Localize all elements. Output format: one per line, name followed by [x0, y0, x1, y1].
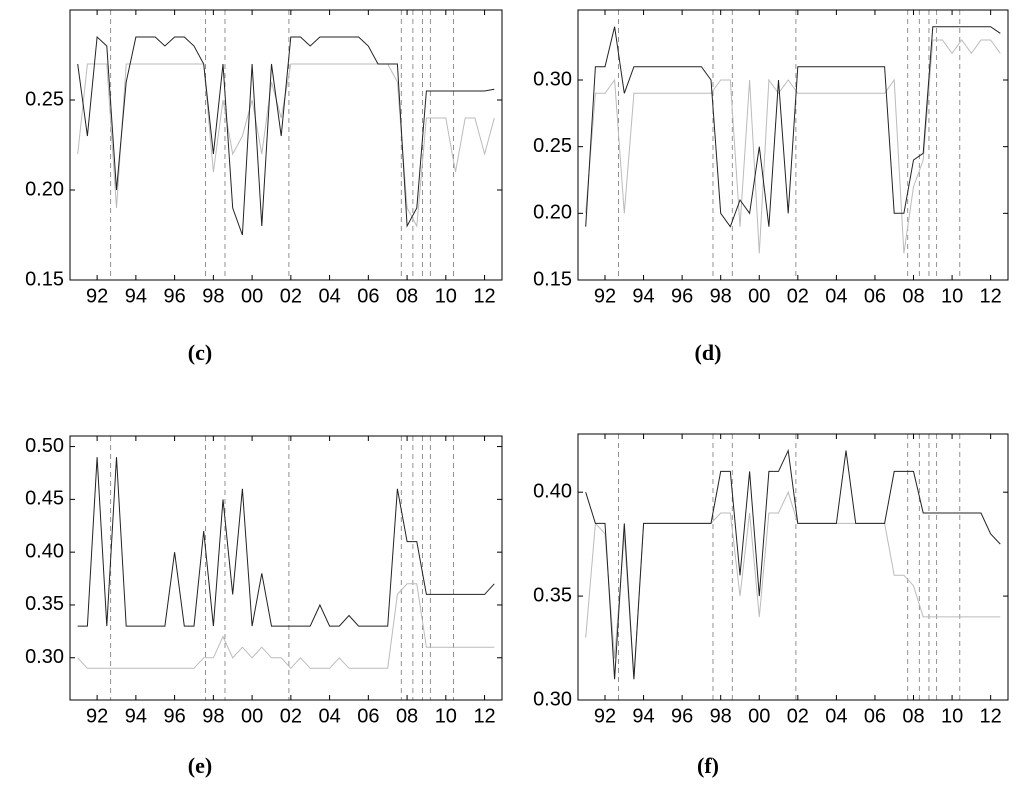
- x-tick-label: 96: [163, 285, 185, 307]
- y-tick-label: 0.20: [533, 202, 572, 224]
- x-tick-label: 02: [787, 705, 809, 727]
- series-line: [585, 26, 1001, 228]
- series-line: [585, 39, 1001, 254]
- y-tick-label: 0.25: [533, 135, 572, 157]
- panel-caption: (f): [697, 753, 719, 778]
- x-tick-label: 08: [902, 705, 924, 727]
- x-tick-label: 02: [787, 285, 809, 307]
- y-tick-label: 0.25: [25, 88, 64, 110]
- panel-caption: (c): [188, 340, 212, 365]
- series-line: [77, 35, 495, 236]
- x-tick-label: 04: [825, 705, 847, 727]
- y-tick-label: 0.35: [533, 584, 572, 606]
- plot-frame: [577, 9, 1009, 281]
- x-tick-label: 04: [825, 285, 847, 307]
- series-line: [585, 490, 1001, 680]
- x-tick-label: 98: [710, 285, 732, 307]
- y-tick-label: 0.15: [25, 268, 64, 290]
- x-tick-label: 00: [748, 705, 770, 727]
- x-tick-label: 92: [86, 705, 108, 727]
- x-tick-label: 10: [941, 705, 963, 727]
- x-tick-label: 12: [980, 705, 1002, 727]
- series-line: [77, 583, 495, 670]
- x-tick-label: 10: [435, 705, 457, 727]
- x-tick-label: 02: [280, 705, 302, 727]
- x-tick-label: 00: [241, 285, 263, 307]
- x-tick-label: 10: [435, 285, 457, 307]
- y-tick-label: 0.50: [25, 435, 64, 457]
- y-tick-label: 0.45: [25, 488, 64, 510]
- y-tick-label: 0.30: [25, 646, 64, 668]
- y-tick-label: 0.30: [533, 688, 572, 710]
- series-line: [585, 448, 1001, 680]
- x-tick-label: 94: [632, 705, 654, 727]
- x-tick-label: 12: [473, 285, 495, 307]
- y-tick-label: 0.15: [533, 268, 572, 290]
- x-tick-label: 92: [86, 285, 108, 307]
- y-tick-label: 0.40: [25, 540, 64, 562]
- series-line: [77, 457, 495, 627]
- x-tick-label: 12: [980, 285, 1002, 307]
- y-tick-label: 0.30: [533, 68, 572, 90]
- x-tick-label: 08: [396, 285, 418, 307]
- x-tick-label: 04: [318, 705, 340, 727]
- panel-caption: (d): [695, 340, 722, 365]
- x-tick-label: 96: [163, 705, 185, 727]
- x-tick-label: 96: [671, 285, 693, 307]
- y-tick-label: 0.35: [25, 593, 64, 615]
- plot-frame: [69, 9, 503, 281]
- x-tick-label: 96: [671, 705, 693, 727]
- panel-caption: (e): [188, 753, 212, 778]
- plot-frame: [577, 433, 1009, 701]
- y-tick-label: 0.40: [533, 480, 572, 502]
- x-tick-label: 98: [710, 705, 732, 727]
- y-tick-label: 0.20: [25, 178, 64, 200]
- x-tick-label: 98: [202, 705, 224, 727]
- x-tick-label: 98: [202, 285, 224, 307]
- x-tick-label: 00: [748, 285, 770, 307]
- x-tick-label: 94: [125, 285, 147, 307]
- x-tick-label: 94: [125, 705, 147, 727]
- x-tick-label: 10: [941, 285, 963, 307]
- x-tick-label: 06: [357, 285, 379, 307]
- x-tick-label: 08: [396, 705, 418, 727]
- plot-frame: [69, 435, 503, 701]
- x-tick-label: 06: [864, 705, 886, 727]
- x-tick-label: 04: [318, 285, 340, 307]
- x-tick-label: 92: [594, 285, 616, 307]
- x-tick-label: 92: [594, 705, 616, 727]
- x-tick-label: 02: [280, 285, 302, 307]
- x-tick-label: 08: [902, 285, 924, 307]
- x-tick-label: 94: [632, 285, 654, 307]
- x-tick-label: 12: [473, 705, 495, 727]
- x-tick-label: 00: [241, 705, 263, 727]
- x-tick-label: 06: [357, 705, 379, 727]
- x-tick-label: 06: [864, 285, 886, 307]
